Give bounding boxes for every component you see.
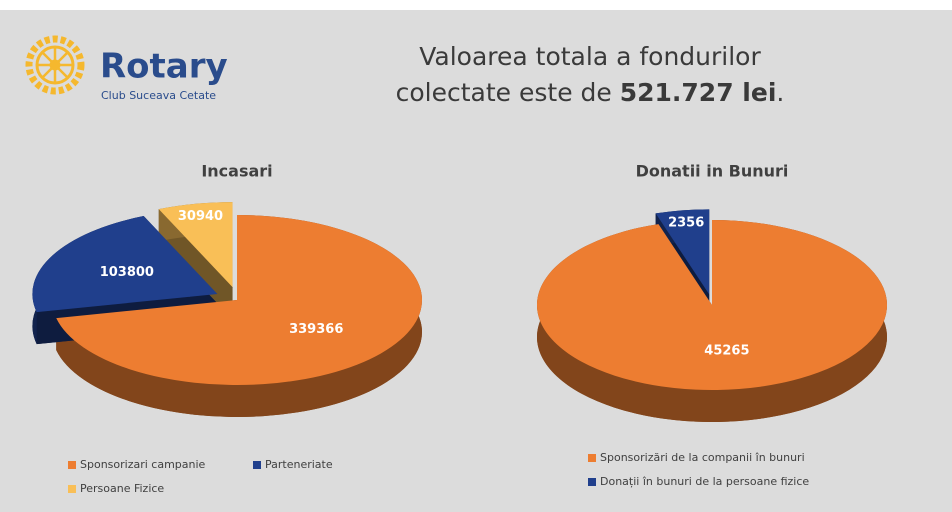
slice <box>158 202 233 288</box>
slice <box>32 216 218 313</box>
chart-title: Incasari <box>201 162 272 181</box>
data-label: 45265 <box>704 344 749 359</box>
legend-label: Sponsorizări de la companii în bunuri <box>600 451 805 464</box>
data-label: 2356 <box>668 215 704 230</box>
headline-text: colectate este de <box>396 78 620 107</box>
logo-icon <box>25 35 85 95</box>
data-label: 103800 <box>100 265 154 280</box>
logo-subtitle: Club Suceava Cetate <box>101 89 216 102</box>
legend-label: Donații în bunuri de la persoane fizice <box>600 475 809 488</box>
legend-label: Sponsorizari campanie <box>80 458 206 471</box>
legend-swatch <box>68 485 76 493</box>
slice <box>56 215 423 385</box>
headline-amount: 521.727 lei <box>620 78 777 107</box>
headline: Valoarea totala a fondurilor <box>419 42 761 71</box>
headline-text: . <box>776 78 784 107</box>
chart-title: Donatii in Bunuri <box>636 162 789 181</box>
legend-swatch <box>588 478 596 486</box>
legend-label: Parteneriate <box>265 458 333 471</box>
legend-swatch <box>253 461 261 469</box>
legend-label: Persoane Fizice <box>80 482 164 495</box>
logo-name: Rotary <box>100 47 228 87</box>
slice <box>655 209 710 295</box>
legend-swatch <box>588 454 596 462</box>
data-label: 339366 <box>289 322 343 337</box>
headline: colectate este de 521.727 lei. <box>396 78 785 107</box>
data-label: 30940 <box>178 209 223 224</box>
legend-swatch <box>68 461 76 469</box>
slice <box>537 220 888 391</box>
